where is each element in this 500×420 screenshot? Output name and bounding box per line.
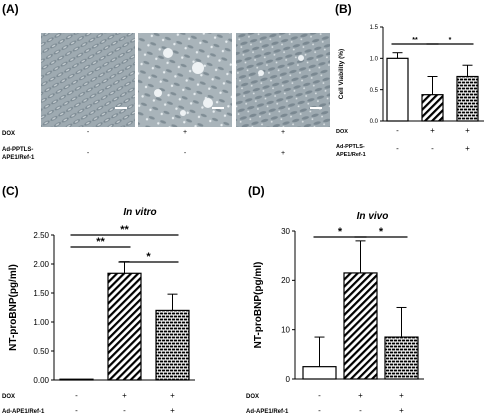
chart-c-tick-label-4: 2.00 (33, 260, 49, 269)
chart-b-row-label-1: Ad-PPTLS- (336, 144, 365, 150)
chart-b-ad-sign-1: - (431, 144, 434, 153)
micrograph-dox-ad (236, 33, 330, 127)
chart-c-tick-label-3: 1.50 (33, 289, 49, 298)
chart-d-ad-sign-2: + (399, 406, 404, 415)
chart-c-row-label-1: Ad-APE1/Ref-1 (2, 409, 45, 415)
chart-d-bar-2 (384, 336, 419, 380)
chart-d-title: In vivo (357, 211, 389, 222)
chart-c-ylabel: NT-proBNP(pg/ml) (8, 264, 19, 351)
chart-b-ylabel: Cell Viability (%) (338, 49, 345, 99)
micrograph-control-texture (41, 33, 135, 127)
chart-b-dox-sign-0: - (396, 126, 399, 135)
panel-a-ad-sign-1: - (86, 150, 90, 157)
chart-b-row-label-2: APE1/Ref-1 (336, 152, 366, 158)
chart-c-bar-0 (59, 378, 94, 381)
chart-b-row-label-0: DOX (336, 129, 348, 135)
chart-c-sig-label-1: ** (120, 224, 129, 236)
panel-a-row-ad-1: Ad-PPTLS- (2, 147, 34, 153)
chart-c-sig-label-2: * (146, 251, 151, 263)
chart-d-sig-label-0: * (338, 226, 343, 238)
chart-d-dox-sign-1: + (358, 391, 363, 400)
chart-c-tick-label-1: 0.50 (33, 347, 49, 356)
chart-d-sig-label-1: * (379, 226, 384, 238)
panel-label-a: (A) (2, 2, 19, 16)
chart-d-bar-0 (302, 366, 337, 380)
chart-d-tick-label-0: 0 (286, 375, 291, 384)
chart-d-dox-sign-2: + (399, 391, 404, 400)
chart-b-dox-sign-2: + (465, 126, 470, 135)
chart-d-row-label-0: DOX (246, 394, 259, 400)
chart-c-bar-2 (155, 309, 190, 381)
chart-d-bar-1 (343, 272, 378, 380)
chart-b-dox-sign-1: + (430, 126, 435, 135)
chart-b-tick-label-1: 0.5 (370, 88, 379, 94)
panel-a-dox-sign-3: + (280, 129, 286, 136)
panel-a-dox-sign-2: + (182, 129, 188, 136)
micrograph-control (41, 33, 135, 127)
chart-c-bar-1 (107, 272, 142, 381)
chart-b-sig-label-1: * (449, 37, 452, 44)
chart-b-tick-label-0: 0.0 (370, 119, 379, 125)
chart-c-dox-sign-0: - (75, 391, 78, 400)
chart-c-ad-sign-0: - (75, 406, 78, 415)
chart-b-ad-sign-2: + (465, 144, 470, 153)
chart-c-ad-sign-1: - (123, 406, 126, 415)
chart-d-ad-sign-1: - (359, 406, 362, 415)
chart-c-row-label-0: DOX (2, 394, 15, 400)
chart-c-dox-sign-1: + (122, 391, 127, 400)
micrograph-dox-ad-texture (236, 33, 330, 127)
panel-a-row-ad-2: APE1/Ref-1 (2, 155, 35, 161)
chart-d-tick-label-1: 10 (281, 325, 290, 334)
chart-d-ad-sign-0: - (318, 406, 321, 415)
chart-b-sig-label-0: ** (412, 37, 418, 44)
chart-c-title: In vitro (123, 207, 156, 218)
chart-d-tick-label-3: 30 (281, 227, 290, 236)
chart-b-tick-label-2: 1.0 (370, 56, 379, 62)
chart-c-tick-label-5: 2.50 (33, 231, 49, 240)
chart-d-tick-label-2: 20 (281, 276, 290, 285)
panel-a-ad-sign-3: + (280, 150, 286, 157)
micrograph-dox-texture (138, 33, 232, 127)
chart-d-row-label-1: Ad-APE1/Ref-1 (246, 409, 289, 415)
chart-c-tick-label-0: 0.00 (33, 376, 49, 385)
panel-label-b: (B) (335, 2, 352, 16)
chart-c-ad-sign-2: + (170, 406, 175, 415)
panel-a-row-dox: DOX (2, 131, 16, 137)
chart-d-ylabel: NT-proBNP(pg/ml) (253, 262, 264, 349)
chart-b-ad-sign-0: - (396, 144, 399, 153)
panel-label-d: (D) (248, 184, 265, 198)
chart-c-sig-label-0: ** (96, 236, 105, 248)
micrograph-dox (138, 33, 232, 127)
chart-c-tick-label-2: 1.00 (33, 318, 49, 327)
chart-d-dox-sign-0: - (318, 391, 321, 400)
chart-c-dox-sign-2: + (170, 391, 175, 400)
chart-b-tick-label-3: 1.5 (370, 25, 379, 31)
panel-label-c: (C) (2, 184, 19, 198)
panel-a-dox-sign-1: - (86, 129, 90, 136)
panel-a-ad-sign-2: - (183, 150, 187, 157)
